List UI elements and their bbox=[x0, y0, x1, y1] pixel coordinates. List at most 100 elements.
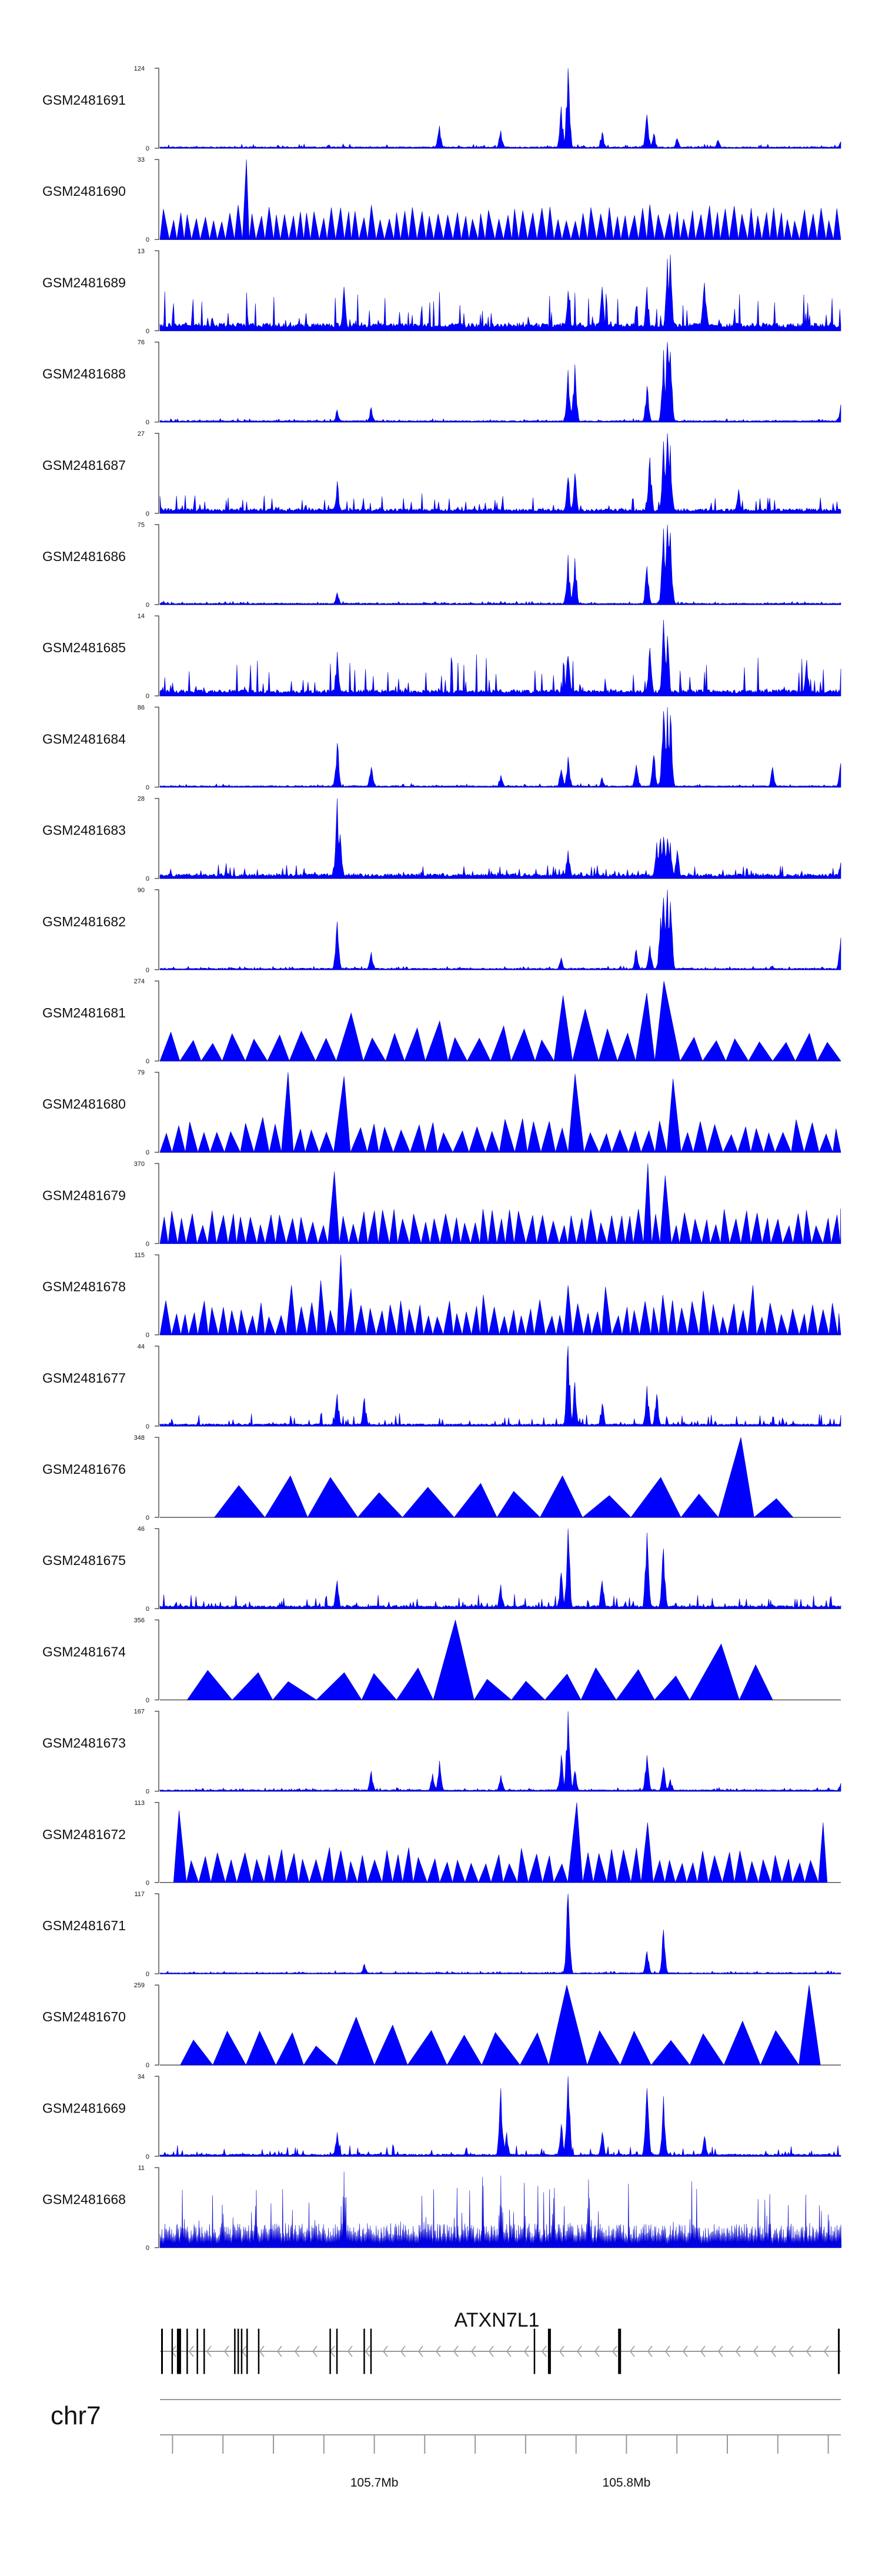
y-min-label: 0 bbox=[146, 1880, 149, 1887]
y-min-label: 0 bbox=[146, 510, 149, 518]
exon-mark bbox=[838, 2328, 840, 2374]
gene-annotation-track: ATXN7L1 bbox=[160, 2309, 841, 2374]
coverage-track: GSM2481677 44 0 bbox=[42, 1343, 841, 1430]
coverage-tracks: GSM24816911240GSM2481690330GSM2481689130… bbox=[42, 65, 842, 2252]
coverage-area bbox=[159, 889, 841, 970]
y-max-label: 79 bbox=[138, 1069, 145, 1076]
track-label: GSM2481675 bbox=[42, 1553, 126, 1568]
y-axis bbox=[155, 1346, 159, 1427]
exon-mark bbox=[533, 2328, 536, 2374]
exon-mark bbox=[186, 2328, 188, 2374]
coverage-area bbox=[159, 1163, 841, 1244]
coverage-track: GSM2481683 28 0 bbox=[42, 796, 841, 883]
exon-mark bbox=[161, 2328, 163, 2374]
genome-axis-track: 105.7Mb 105.8Mb bbox=[160, 2434, 841, 2490]
coverage-track: GSM2481669 34 0 bbox=[42, 2073, 841, 2160]
coverage-area bbox=[159, 2076, 841, 2157]
coverage-track: GSM2481688 76 0 bbox=[42, 339, 841, 426]
strand-chevron bbox=[823, 2345, 829, 2357]
y-max-label: 27 bbox=[138, 431, 145, 438]
y-axis bbox=[155, 1528, 159, 1609]
strand-chevron bbox=[664, 2345, 670, 2357]
strand-chevron bbox=[576, 2345, 582, 2357]
coverage-area bbox=[186, 1620, 773, 1701]
coverage-area bbox=[159, 1893, 841, 1974]
coverage-area bbox=[159, 2171, 842, 2248]
y-axis bbox=[155, 1163, 159, 1244]
track-label: GSM2481687 bbox=[42, 458, 126, 473]
y-axis bbox=[155, 159, 159, 240]
y-axis bbox=[155, 1619, 159, 1701]
y-axis bbox=[155, 615, 159, 696]
strand-chevron bbox=[435, 2345, 441, 2357]
strand-chevron bbox=[453, 2345, 459, 2357]
y-min-label: 0 bbox=[146, 784, 149, 791]
strand-chevron bbox=[629, 2345, 635, 2357]
exon-mark bbox=[336, 2328, 338, 2374]
coverage-area bbox=[159, 342, 841, 422]
y-min-label: 0 bbox=[146, 1514, 149, 1521]
y-max-label: 117 bbox=[134, 1891, 145, 1898]
coverage-track: GSM2481686 75 0 bbox=[42, 522, 841, 609]
exon-mark bbox=[171, 2328, 173, 2374]
y-min-label: 0 bbox=[146, 602, 149, 609]
strand-chevron bbox=[735, 2345, 741, 2357]
strand-chevron bbox=[400, 2345, 406, 2357]
y-min-label: 0 bbox=[146, 2245, 149, 2252]
y-min-label: 0 bbox=[146, 1606, 149, 1613]
y-max-label: 34 bbox=[138, 2073, 145, 2080]
y-max-label: 28 bbox=[138, 796, 145, 803]
strand-chevron bbox=[417, 2345, 423, 2357]
track-label: GSM2481679 bbox=[42, 1187, 126, 1203]
track-label: GSM2481677 bbox=[42, 1370, 126, 1386]
strand-chevron bbox=[347, 2345, 353, 2357]
coverage-track: GSM2481671 117 0 bbox=[42, 1891, 841, 1978]
coverage-area bbox=[159, 1072, 841, 1153]
y-min-label: 0 bbox=[146, 693, 149, 700]
y-axis bbox=[155, 68, 159, 149]
coverage-track: GSM2481675 46 0 bbox=[42, 1526, 841, 1613]
coverage-area bbox=[159, 798, 841, 879]
coverage-track: GSM2481673 167 0 bbox=[42, 1709, 841, 1796]
y-max-label: 11 bbox=[138, 2165, 145, 2172]
exon-mark bbox=[196, 2328, 198, 2374]
y-axis bbox=[155, 1254, 159, 1336]
y-axis bbox=[155, 250, 159, 332]
exon-mark bbox=[246, 2328, 248, 2374]
track-label: GSM2481691 bbox=[42, 92, 126, 108]
strand-chevron bbox=[223, 2345, 229, 2357]
track-label: GSM2481686 bbox=[42, 549, 126, 564]
y-axis bbox=[155, 433, 159, 514]
exon-mark bbox=[363, 2328, 365, 2374]
y-max-label: 90 bbox=[138, 887, 145, 894]
y-min-label: 0 bbox=[146, 1423, 149, 1430]
y-axis bbox=[155, 1437, 159, 1518]
track-label: GSM2481676 bbox=[42, 1461, 126, 1477]
y-axis bbox=[155, 341, 159, 423]
strand-chevron bbox=[700, 2345, 706, 2357]
coverage-track: GSM2481680 79 0 bbox=[42, 1069, 841, 1156]
track-label: GSM2481688 bbox=[42, 366, 126, 382]
y-max-label: 113 bbox=[134, 1800, 145, 1807]
y-max-label: 124 bbox=[134, 65, 145, 72]
strand-chevron bbox=[488, 2345, 494, 2357]
exon-mark bbox=[258, 2328, 260, 2374]
y-min-label: 0 bbox=[146, 1332, 149, 1339]
coverage-area bbox=[173, 1802, 828, 1883]
y-min-label: 0 bbox=[146, 967, 149, 974]
strand-chevron bbox=[770, 2345, 776, 2357]
axis-tick-label: 105.7Mb bbox=[350, 2476, 399, 2490]
y-max-label: 274 bbox=[134, 978, 145, 985]
y-min-label: 0 bbox=[146, 419, 149, 426]
coverage-track: GSM2481681 274 0 bbox=[42, 978, 841, 1065]
strand-chevron bbox=[523, 2345, 529, 2357]
y-min-label: 0 bbox=[146, 1788, 149, 1796]
y-max-label: 86 bbox=[138, 704, 145, 711]
y-max-label: 259 bbox=[134, 1982, 145, 1989]
y-axis bbox=[155, 524, 159, 605]
strand-chevron bbox=[541, 2345, 547, 2357]
strand-chevron bbox=[753, 2345, 759, 2357]
y-axis bbox=[155, 1072, 159, 1153]
track-label: GSM2481681 bbox=[42, 1005, 126, 1020]
